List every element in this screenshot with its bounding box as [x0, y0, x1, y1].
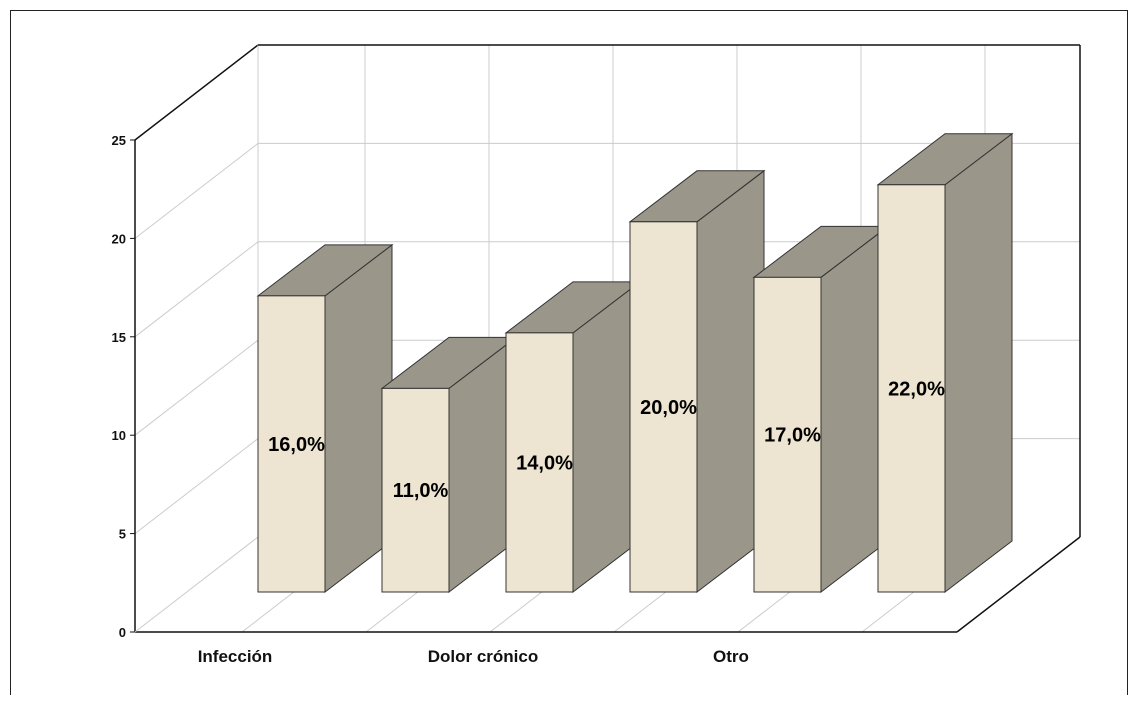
edge-floor-left-diagonal [134, 536, 259, 633]
bar-side-5 [944, 132, 1013, 594]
y-tick-label-4: 20 [112, 231, 126, 246]
bar-2: 14,0% [504, 280, 642, 594]
category-label-0: Infección [198, 647, 273, 666]
edge-top-left-diagonal [134, 44, 259, 141]
y-tick-label-1: 5 [119, 527, 126, 542]
bar-1: 11,0% [380, 336, 518, 594]
data-label-2: 14,0% [516, 452, 573, 474]
data-label-1: 11,0% [393, 480, 449, 502]
bar-front-1 [381, 387, 450, 593]
bar-4: 17,0% [752, 225, 890, 594]
y-tick-label-5: 25 [112, 133, 126, 148]
bar-front-2 [505, 332, 574, 593]
y-tick-label-3: 15 [112, 330, 126, 345]
data-label-5: 22,0% [888, 378, 945, 400]
grid-line-side-3 [134, 241, 259, 338]
bar-front-3 [629, 221, 698, 593]
bars: 16,0% 11,0% 14,0% 20,0% 17,0% 22,0% [256, 132, 1014, 594]
bar-front-4 [753, 276, 822, 593]
axes [134, 44, 1081, 633]
bar-front-0 [257, 295, 326, 593]
y-tick-label-2: 10 [112, 428, 126, 443]
data-label-4: 17,0% [764, 425, 821, 447]
data-label-3: 20,0% [640, 397, 697, 419]
bar-0: 16,0% [256, 243, 394, 594]
grid-line-side-1 [134, 438, 259, 534]
category-label-4: Otro [713, 647, 749, 666]
category-label-2: Dolor crónico [428, 647, 539, 666]
grid-line-side-4 [134, 143, 259, 239]
data-label-0: 16,0% [268, 434, 325, 456]
edge-floor-right-diagonal [956, 536, 1081, 633]
bar-5: 22,0% [876, 132, 1014, 594]
y-axis-ticks: 0 5 10 15 20 25 [112, 133, 135, 640]
bar-front-5 [877, 184, 946, 593]
chart-frame [10, 10, 1128, 695]
bar-3: 20,0% [628, 169, 766, 594]
grid-line-side-2 [134, 339, 259, 436]
y-tick-label-0: 0 [119, 625, 126, 640]
x-axis-category-labels: Infección Dolor crónico Otro [198, 647, 749, 666]
